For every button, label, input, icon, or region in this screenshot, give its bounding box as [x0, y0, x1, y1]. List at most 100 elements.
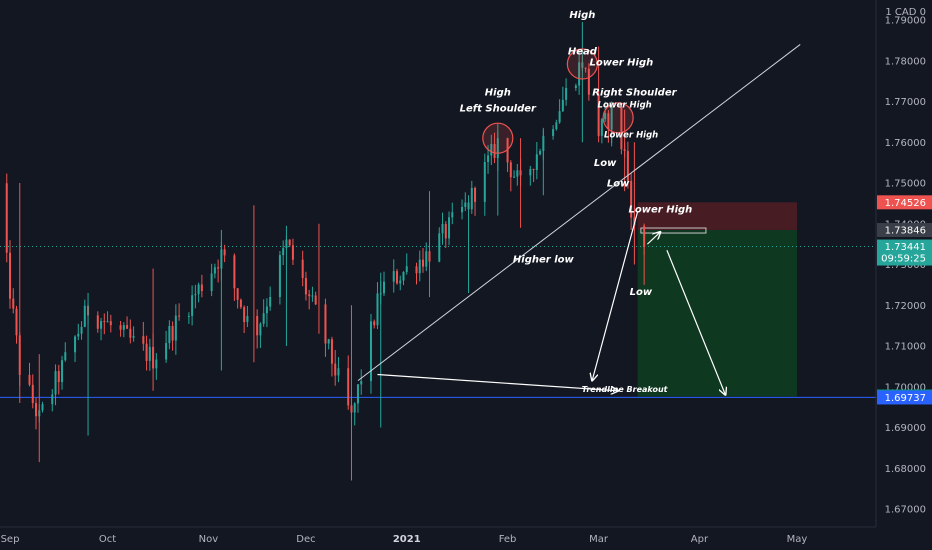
candle-body [148, 346, 151, 361]
x-tick-label: Apr [691, 534, 709, 545]
candle-body [356, 384, 359, 404]
candle-body [418, 259, 421, 274]
chart-annotation: Higher low [513, 254, 575, 265]
candle-body [376, 293, 379, 326]
chart-annotation: High [569, 10, 595, 21]
candle-body [41, 404, 44, 411]
candle-body [168, 326, 171, 344]
trendline [357, 44, 801, 382]
price-axis-panel[interactable] [876, 0, 932, 550]
pattern-circle [602, 102, 634, 134]
candle-body [415, 266, 418, 274]
candle-body [304, 277, 307, 295]
candle-body [100, 321, 103, 329]
candle-body [327, 339, 330, 344]
candle-body [483, 161, 486, 202]
candle-body [122, 325, 125, 330]
candle-body [425, 251, 428, 267]
candle-body [626, 150, 629, 181]
candle-body [470, 187, 473, 210]
chart-annotation: Lower High [598, 101, 652, 111]
candle-body [441, 223, 444, 234]
candle-body [574, 85, 577, 89]
candle-body [532, 169, 535, 171]
pattern-circle [482, 122, 514, 154]
candle-body [80, 326, 83, 334]
y-tick-label: 1.79000 [885, 16, 926, 27]
candle-body [392, 271, 395, 282]
chart-annotation: Lower High [590, 58, 654, 69]
chart-annotation: Low [594, 158, 617, 169]
candle-body [630, 180, 633, 218]
candle-body [217, 267, 220, 269]
candle-body [451, 212, 454, 218]
candle-body [493, 144, 496, 159]
chart-annotation: Right Shoulder [592, 87, 677, 98]
take-profit-zone [637, 230, 797, 397]
candle-body [74, 336, 77, 353]
candle-body [402, 271, 405, 281]
candle-body [191, 295, 194, 316]
price-tags: 1.745261.738461.7344109:59:251.697611.69… [877, 195, 932, 405]
y-tick-label: 1.75000 [885, 179, 926, 190]
y-tick-label: 1.72000 [885, 301, 926, 312]
candle-body [301, 259, 304, 278]
x-tick-label: Sep [1, 534, 20, 545]
candle-body [64, 352, 67, 361]
candle-body [269, 297, 272, 307]
x-tick-label: 2021 [393, 534, 421, 545]
chart-annotation: Low [630, 287, 653, 298]
time-axis[interactable]: Sep Oct Nov Dec 2021 Feb Mar Apr May [1, 534, 808, 545]
candle-body [539, 150, 542, 155]
candle-body [330, 339, 333, 364]
price-tag-value: 1.73846 [885, 226, 926, 237]
candle-body [54, 371, 57, 395]
price-tag [877, 239, 932, 266]
candle-body [529, 169, 532, 176]
stop-loss-zone [637, 202, 797, 231]
candle-body [535, 154, 538, 170]
candle-body [246, 315, 249, 323]
x-tick-label: May [787, 534, 808, 545]
candle-body [461, 206, 464, 213]
candle-body [256, 315, 259, 336]
arrow-to-target [666, 250, 726, 395]
candle-body [308, 294, 311, 297]
chart-annotation: Head [568, 47, 598, 58]
candle-body [171, 326, 174, 341]
candle-body [353, 403, 356, 413]
candle-body [347, 368, 350, 406]
candle-body [558, 111, 561, 123]
candle-body [620, 106, 623, 150]
candle-body [334, 363, 337, 376]
arrow-breakout-down [592, 211, 639, 381]
chart-annotation: Lower High [604, 130, 658, 140]
candle-body [600, 119, 603, 136]
candle-body [61, 360, 64, 383]
x-tick-label: Mar [589, 534, 609, 545]
candle-body [587, 68, 590, 95]
drawings-layer [357, 44, 801, 395]
candle-body [129, 328, 132, 338]
arrow-to-breakout-label [377, 373, 618, 391]
candle-body [155, 359, 158, 369]
candle-body [28, 374, 31, 385]
price-tag-countdown: 09:59:25 [881, 254, 926, 265]
candle-body [210, 273, 213, 292]
candle-body [607, 113, 610, 130]
candle-body [145, 343, 148, 361]
candle-body [51, 394, 54, 405]
candle-body [77, 333, 80, 337]
candle-body [106, 321, 109, 323]
candle-body [382, 281, 385, 294]
horizontal-levels [0, 246, 876, 398]
candle-body [109, 321, 112, 326]
candle-body [552, 129, 555, 136]
pattern-circle [566, 48, 598, 80]
candle-body [57, 371, 60, 383]
candle-body [103, 321, 106, 323]
time-axis-panel[interactable] [0, 527, 876, 550]
y-tick-label: 1.77000 [885, 97, 926, 108]
